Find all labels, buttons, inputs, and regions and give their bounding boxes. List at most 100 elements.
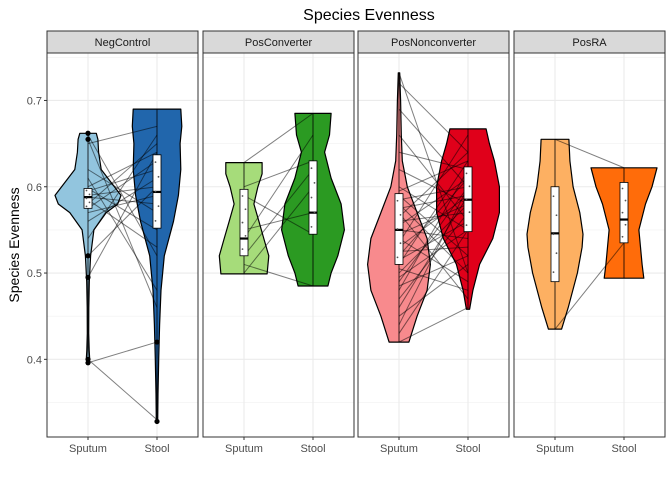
box-point — [88, 193, 91, 196]
strip-background — [202, 30, 355, 54]
pair-line — [398, 169, 469, 205]
box-point — [85, 205, 88, 208]
pair-line — [87, 358, 158, 421]
panel-posnonconverter: PosNonconverter Sputum Stool — [357, 30, 510, 455]
pair-line — [554, 242, 625, 330]
pair-line — [243, 212, 314, 231]
pair-line — [398, 134, 469, 222]
box-point — [310, 167, 313, 170]
pair-line — [87, 160, 158, 209]
x-tick-label: Sputum — [225, 443, 263, 455]
box-stool — [619, 182, 629, 244]
box-point — [154, 190, 157, 193]
box-point — [241, 248, 244, 251]
box-point — [157, 205, 160, 208]
pair-line — [87, 177, 158, 291]
pair-line — [398, 186, 469, 326]
box-point — [241, 221, 244, 224]
pair-line — [398, 194, 469, 248]
box-point — [399, 242, 402, 245]
outlier-point — [154, 418, 160, 425]
box-point — [465, 198, 468, 201]
pair-line — [398, 177, 469, 226]
pair-line — [398, 108, 469, 188]
pair-line — [398, 169, 469, 291]
outlier-point — [85, 136, 91, 142]
pair-line — [398, 82, 469, 153]
box-point — [552, 195, 555, 198]
box-point — [154, 219, 157, 222]
strip-background — [513, 30, 666, 54]
pair-line — [87, 188, 158, 231]
x-tick-label: Stool — [455, 443, 480, 455]
outlier-point — [85, 360, 91, 366]
box-point — [154, 161, 157, 164]
box-point — [396, 256, 399, 259]
pair-line — [87, 125, 158, 145]
outlier-point — [85, 274, 91, 280]
pair-line — [87, 134, 158, 257]
pair-line — [398, 72, 469, 274]
box-point — [624, 199, 627, 202]
box-point — [552, 233, 555, 236]
strip-label: PosConverter — [245, 37, 313, 49]
box-point — [244, 208, 247, 211]
box-point — [85, 197, 88, 200]
x-tick-label: Stool — [611, 443, 636, 455]
box-point — [624, 223, 627, 226]
strip-label: PosRA — [572, 37, 607, 49]
pair-line — [398, 186, 469, 282]
pair-line — [87, 143, 158, 205]
y-tick-label: 0.7 — [27, 95, 42, 107]
box-point — [468, 185, 471, 188]
chart-title: Species Evenness — [303, 7, 435, 24]
x-tick-label: Sputum — [69, 443, 107, 455]
x-tick-label: Sputum — [536, 443, 574, 455]
box-point — [88, 201, 91, 204]
box-point — [555, 252, 558, 255]
box-point — [552, 271, 555, 274]
x-tick-label: Sputum — [380, 443, 418, 455]
y-tick-label: 0.5 — [27, 268, 42, 280]
pair-line — [243, 169, 314, 257]
panel-negcontrol: NegControl Sputum Stool — [46, 30, 199, 455]
pair-line — [87, 196, 158, 205]
box-point — [399, 213, 402, 216]
box-point — [465, 224, 468, 227]
pair-line — [554, 138, 625, 169]
box-point — [465, 172, 468, 175]
panel-posconverter: PosConverter Sputum Stool — [202, 30, 355, 455]
pair-line — [87, 199, 158, 248]
box-sputum — [83, 188, 93, 209]
strip-background — [357, 30, 510, 54]
pair-line — [87, 151, 158, 278]
box-point — [241, 195, 244, 197]
outlier-point — [85, 130, 91, 136]
pair-line — [243, 263, 314, 287]
pair-line — [398, 195, 469, 308]
outlier-point — [85, 253, 91, 259]
pair-line — [398, 268, 469, 291]
pair-line — [87, 151, 158, 188]
x-tick-label: Stool — [144, 443, 169, 455]
box-point — [157, 175, 160, 178]
pair-line — [398, 307, 469, 343]
pair-line — [398, 134, 469, 244]
pair-line — [398, 238, 469, 283]
box-point — [468, 211, 471, 214]
box-point — [244, 234, 247, 237]
pair-line — [87, 341, 158, 364]
box-point — [310, 196, 313, 199]
strip-label: PosNonconverter — [391, 37, 476, 49]
box-point — [621, 211, 624, 214]
pair-line — [398, 255, 469, 287]
pair-line — [87, 186, 158, 257]
pair-line — [398, 186, 469, 231]
pair-line — [398, 203, 469, 274]
box-sputum — [239, 188, 249, 257]
box-point — [313, 211, 316, 214]
box-point — [313, 181, 316, 184]
pair-line — [243, 160, 314, 188]
box-point — [396, 228, 399, 230]
